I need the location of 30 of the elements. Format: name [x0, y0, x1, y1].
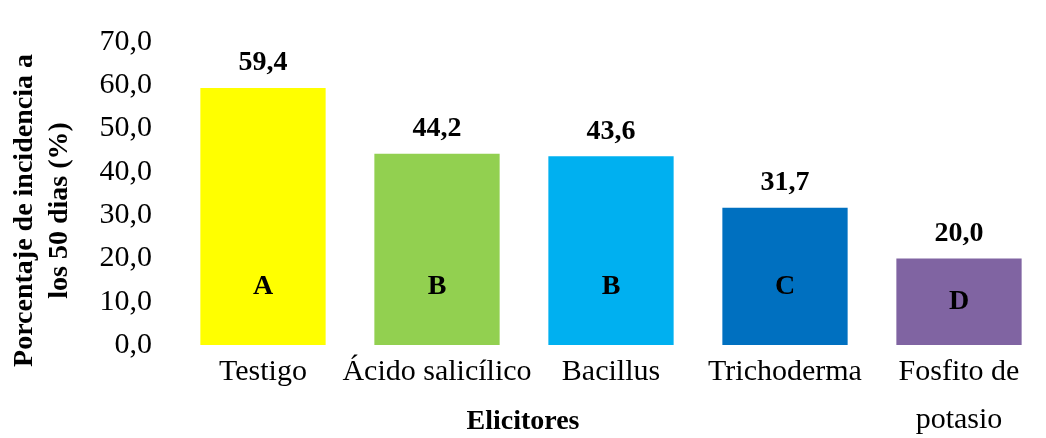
annotation: B: [427, 269, 447, 301]
data-label: 20,0: [934, 215, 984, 247]
y-tick-label: 70,0: [99, 22, 152, 56]
y-tick-label: 40,0: [99, 152, 152, 186]
y-tick-label: 60,0: [99, 66, 152, 100]
data-label: 43,6: [586, 113, 636, 145]
annotation: A: [252, 269, 274, 301]
annotation: C: [774, 269, 796, 301]
bar: [548, 156, 674, 345]
x-tick-label: Bacillus: [561, 352, 661, 386]
data-label: 31,7: [760, 165, 810, 197]
x-tick-label: Trichoderma: [708, 352, 862, 386]
bar: [722, 207, 848, 345]
data-label: 44,2: [412, 110, 462, 142]
y-tick-label: 10,0: [99, 282, 152, 316]
y-axis-title: Porcentaje de incidencia a los 50 dias (%): [7, 54, 74, 367]
annotation: D: [948, 283, 970, 315]
bar: [896, 258, 1022, 345]
x-tick-label: Ácido salicílico: [342, 352, 532, 386]
bar: [374, 153, 500, 345]
y-tick-label: 50,0: [99, 109, 152, 143]
y-tick-label: 0,0: [114, 325, 152, 359]
annotation: B: [601, 269, 621, 301]
y-tick-label: 20,0: [99, 239, 152, 273]
bar: [200, 87, 326, 345]
data-label: 59,4: [238, 45, 288, 77]
x-tick-label: Testigo: [219, 352, 307, 386]
y-tick-label: 30,0: [99, 196, 152, 230]
x-tick-label: Fosfito de potasio: [898, 352, 1020, 434]
x-axis-title: Elicitores: [466, 404, 580, 436]
